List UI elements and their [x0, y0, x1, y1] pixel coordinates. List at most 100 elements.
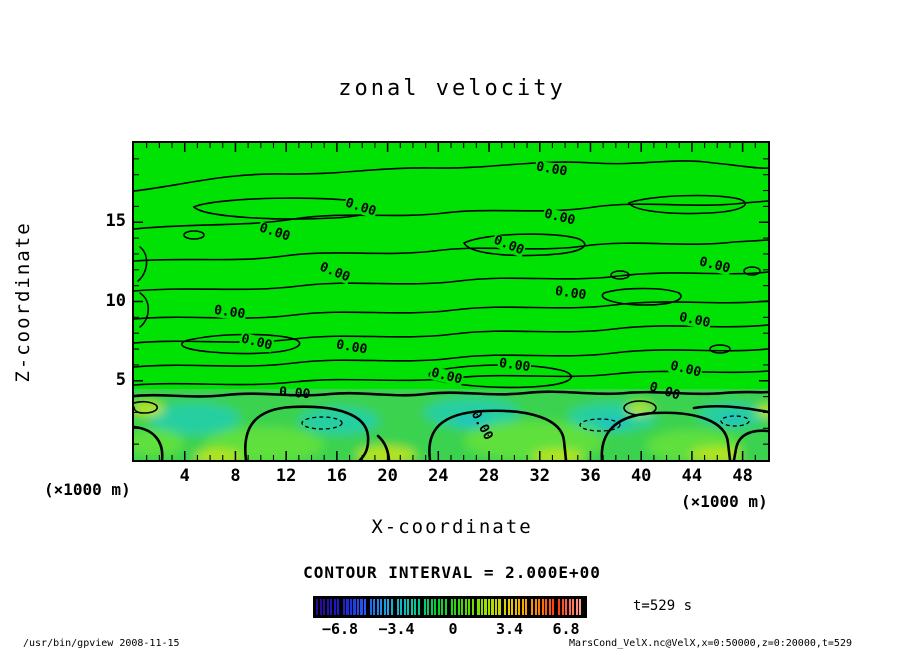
- colorbar-tick-label: −6.8: [321, 620, 359, 638]
- colorbar-stripe: [356, 599, 360, 615]
- x-tick-label: 28: [478, 466, 500, 486]
- colorbar-stripe: [498, 599, 501, 615]
- colorbar-stripe: [363, 599, 367, 615]
- colorbar-stripe: [541, 599, 544, 615]
- colorbar-stripe: [316, 599, 319, 615]
- colorbar-stripe: [531, 599, 534, 615]
- colorbar: [313, 596, 587, 618]
- x-axis-unit-label: (×1000 m): [681, 492, 768, 511]
- colorbar-stripe: [521, 599, 524, 615]
- colorbar-stripe: [487, 599, 491, 615]
- colorbar-stripe: [471, 599, 474, 615]
- wave-band: [134, 389, 768, 460]
- colorbar-stripe: [572, 599, 575, 615]
- colorbar-stripe: [400, 599, 403, 615]
- colorbar-stripe: [337, 599, 340, 615]
- colorbar-stripe: [376, 599, 379, 615]
- x-tick-label: 48: [732, 466, 753, 486]
- y-tick-label: 5: [115, 369, 126, 390]
- axis-ticks: [134, 143, 768, 460]
- colorbar-stripe: [525, 599, 528, 615]
- colorbar-tick-label: 3.4: [495, 620, 524, 638]
- colorbar-stripe: [534, 599, 537, 615]
- colorbar-stripe: [545, 599, 548, 615]
- colorbar-stripe: [518, 599, 521, 615]
- y-axis-title: Z-coordinate: [12, 221, 34, 383]
- colorbar-stripe: [380, 599, 383, 615]
- colorbar-stripe: [410, 599, 413, 615]
- colorbar-stripe: [504, 599, 507, 615]
- colorbar-stripe: [323, 599, 326, 615]
- x-axis-title: X-coordinate: [371, 516, 533, 538]
- y-tick-label: 15: [105, 211, 126, 232]
- x-tick-label: 44: [681, 466, 703, 486]
- colorbar-stripe: [484, 599, 487, 615]
- colorbar-stripe: [480, 599, 484, 615]
- colorbar-stripe: [558, 599, 561, 615]
- plot-title: zonal velocity: [338, 76, 566, 101]
- colorbar-stripe: [538, 599, 541, 615]
- colorbar-stripe: [441, 599, 444, 615]
- colorbar-stripe: [373, 599, 376, 615]
- x-tick-label: 40: [630, 466, 652, 486]
- colorbar-stripe: [464, 599, 467, 615]
- footer-dataset-text: MarsCond_VelX.nc@VelX,x=0:50000,z=0:2000…: [569, 638, 852, 649]
- x-tick-label: 20: [377, 466, 398, 486]
- colorbar-stripe: [396, 599, 399, 615]
- contour-plot-area: [132, 141, 770, 462]
- time-annotation: t=529 s: [633, 598, 693, 614]
- colorbar-stripe: [430, 599, 433, 615]
- colorbar-stripe: [461, 599, 464, 615]
- x-tick-label: 8: [230, 466, 241, 486]
- colorbar-stripe: [579, 599, 582, 615]
- colorbar-stripe: [333, 599, 336, 615]
- colorbar-stripe: [491, 599, 494, 615]
- colorbar-stripe: [369, 599, 372, 615]
- colorbar-stripe: [568, 599, 571, 615]
- colorbar-stripe: [403, 599, 406, 615]
- colorbar-stripe: [346, 599, 349, 615]
- x-tick-label: 32: [529, 466, 550, 486]
- colorbar-stripe: [514, 599, 517, 615]
- colorbar-stripe: [342, 599, 346, 615]
- colorbar-stripe: [468, 599, 471, 615]
- colorbar-stripe: [561, 599, 564, 615]
- colorbar-stripe: [494, 599, 498, 615]
- colorbar-stripe: [330, 599, 333, 615]
- colorbar-stripe: [417, 599, 420, 615]
- colorbar-tick-label: 0: [448, 620, 458, 638]
- colorbar-stripe: [552, 599, 555, 615]
- colorbar-stripe: [507, 599, 510, 615]
- negative-contour-dashes: [301, 415, 750, 432]
- colorbar-stripe: [407, 599, 410, 615]
- footer-command-text: /usr/bin/gpview 2008-11-15: [23, 638, 180, 649]
- colorbar-stripe: [414, 599, 417, 615]
- colorbar-stripe: [387, 599, 390, 615]
- colorbar-stripe: [454, 599, 457, 615]
- x-tick-label: 12: [275, 466, 297, 486]
- colorbar-stripe: [444, 599, 447, 615]
- wave-band-contours: [134, 390, 768, 460]
- colorbar-stripe: [390, 599, 393, 615]
- colorbar-stripe: [450, 599, 453, 615]
- colorbar-tick-label: 6.8: [552, 620, 580, 638]
- colorbar-stripe: [511, 599, 514, 615]
- x-tick-label: 36: [580, 466, 601, 486]
- colorbar-stripe: [427, 599, 430, 615]
- colorbar-stripe: [360, 599, 363, 615]
- colorbar-stripe: [326, 599, 329, 615]
- colorbar-stripe: [423, 599, 426, 615]
- colorbar-tick-label: −3.4: [378, 620, 415, 638]
- contour-interval-caption: CONTOUR INTERVAL = 2.000E+00: [303, 563, 601, 582]
- x-tick-label: 4: [179, 466, 190, 486]
- colorbar-stripe: [434, 599, 437, 615]
- contour-plot-canvas: [134, 143, 768, 460]
- colorbar-stripe: [548, 599, 551, 615]
- colorbar-stripe: [383, 599, 386, 615]
- colorbar-stripe: [349, 599, 353, 615]
- colorbar-stripe: [319, 599, 322, 615]
- colorbar-stripe: [565, 599, 568, 615]
- x-tick-label: 16: [326, 466, 348, 486]
- colorbar-stripe: [353, 599, 356, 615]
